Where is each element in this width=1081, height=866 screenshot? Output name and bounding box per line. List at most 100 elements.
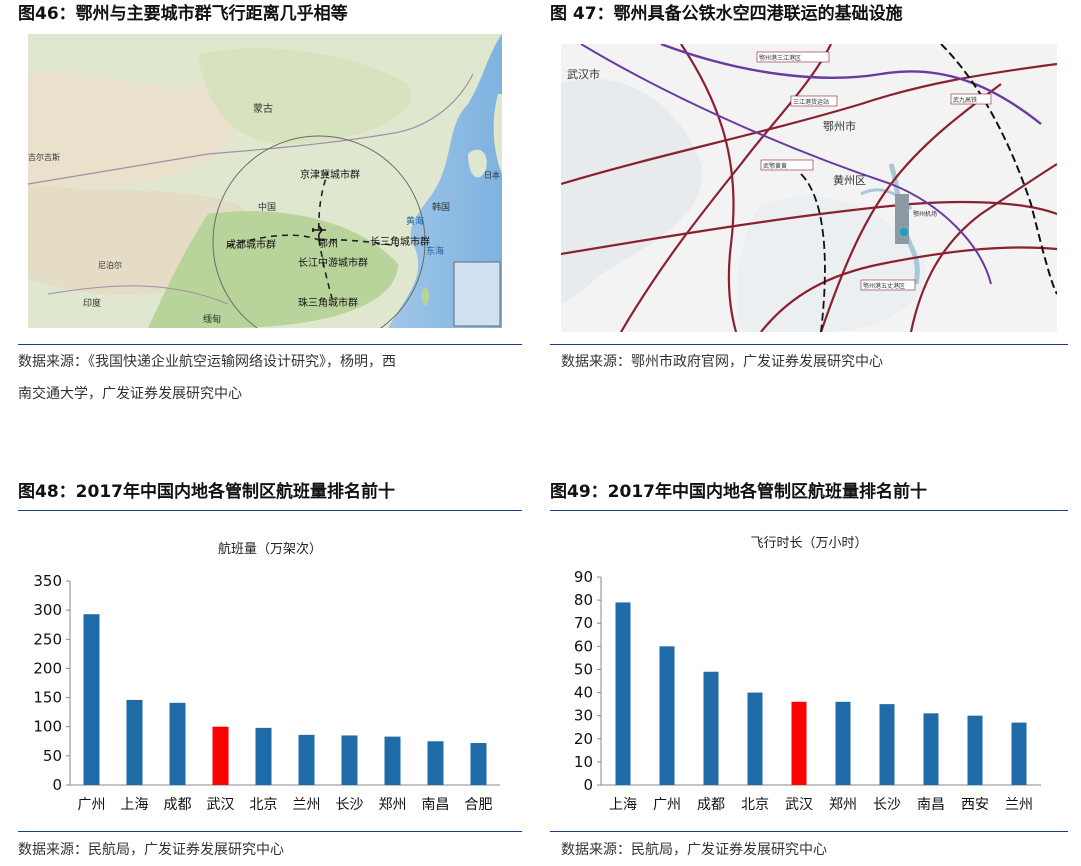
map-label-kazakhstan: 吉尔吉斯: [28, 152, 60, 162]
fig48-category-label: 北京: [250, 797, 278, 813]
fig49-bar: [835, 701, 851, 785]
fig49-category-label: 西安: [961, 797, 989, 813]
fig49-y-tick-label: 30: [574, 707, 593, 725]
fig49-y-tick-label: 70: [574, 614, 593, 632]
fig48-y-tick-label: 250: [33, 630, 62, 648]
fig48-bar: [126, 699, 143, 785]
fig48-bar: [83, 614, 100, 785]
figure-46-rule: [18, 344, 522, 345]
fig49-category-label: 广州: [653, 797, 681, 813]
figure-49-title: 图49：2017年中国内地各管制区航班量排名前十: [550, 482, 927, 502]
map-label-zhusanjiao: 珠三角城市群: [298, 296, 358, 309]
fig49-category-label: 北京: [741, 797, 769, 813]
map-label-sanjiang-station: 三江港货运站: [793, 98, 829, 106]
figure-49: 图49：2017年中国内地各管制区航班量排名前十 飞行时长（万小时） 0 10 20…: [550, 478, 1068, 864]
fig49-bar: [967, 715, 983, 785]
map-label-india: 印度: [83, 297, 101, 309]
fig49-y-tick-label: 50: [574, 660, 593, 678]
fig48-category-label: 兰州: [293, 797, 321, 813]
fig49-bar: [879, 704, 895, 785]
fig48-category-label: 长沙: [336, 797, 364, 813]
fig49-y-tick-label: 60: [574, 637, 593, 655]
figure-46-source-line2: 南交通大学，广发证券发展研究中心: [18, 386, 242, 402]
ezhou-infrastructure-map: 武汉市 鄂州市 黄州区 鄂州港三江港区 三江港货运站 武鄂黄黄 鄂州港五丈港区 …: [561, 44, 1057, 332]
fig48-category-label: 广州: [78, 797, 106, 813]
figure-46: 图46：鄂州与主要城市群飞行距离几乎相等: [18, 0, 522, 420]
fig48-category-label: 武汉: [207, 797, 235, 813]
figure-46-title: 图46：鄂州与主要城市群飞行距离几乎相等: [18, 4, 348, 24]
fig49-y-tick-label: 40: [574, 684, 593, 702]
fig48-y-tick-label: 150: [33, 689, 62, 707]
fig48-category-label: 郑州: [379, 797, 407, 813]
china-map-image: 蒙古 吉尔吉斯 中国 韩国 日本 黄海 东海 尼泊尔 印度 缅甸 京津冀城市群 …: [28, 34, 502, 328]
figure-48-chart-title: 航班量（万架次）: [217, 542, 322, 557]
map-label-wujiu: 武九高铁: [953, 96, 977, 104]
fig49-bar: [923, 713, 939, 785]
figure-47: 图 47：鄂州具备公铁水空四港联运的基础设施: [550, 0, 1068, 420]
figure-49-bar-chart: 0 10 20 30 40 50 60 70 80 90 上海 广州 成都 北京 武汉 郑州 长沙 南昌 西安 兰州: [574, 568, 1041, 813]
fig49-y-tick-label: 80: [574, 591, 593, 609]
map-label-chengdu: 成都城市群: [226, 238, 276, 251]
figure-48-rule-bottom: [18, 831, 522, 832]
fig48-bar: [341, 735, 358, 785]
map-label-korea: 韩国: [432, 201, 450, 213]
map-label-mongolia: 蒙古: [253, 102, 273, 115]
map-label-nepal: 尼泊尔: [98, 260, 122, 270]
map-label-changjiang: 长江中游城市群: [298, 256, 368, 269]
figure-47-map: 武汉市 鄂州市 黄州区 鄂州港三江港区 三江港货运站 武鄂黄黄 鄂州港五丈港区 …: [561, 44, 1057, 332]
fig48-category-label: 上海: [121, 797, 149, 813]
fig48-bar: [427, 741, 444, 785]
figure-48-rule-top: [18, 510, 522, 511]
map-label-myanmar: 缅甸: [203, 313, 221, 325]
figure-47-source: 数据来源：鄂州市政府官网，广发证券发展研究中心: [561, 354, 883, 370]
fig48-y-tick-label: 0: [52, 776, 62, 794]
fig48-bar: [298, 734, 315, 785]
map-label-yellow-sea: 黄海: [406, 215, 424, 227]
fig49-bar: [1011, 722, 1027, 785]
fig49-category-label: 兰州: [1005, 797, 1033, 813]
map-label-wuehh: 武鄂黄黄: [763, 162, 787, 170]
figure-49-chart-title: 飞行时长（万小时）: [750, 536, 868, 551]
figure-49-rule-bottom: [550, 831, 1068, 832]
fig49-y-tick-label: 90: [574, 568, 593, 586]
fig48-bar: [255, 727, 272, 785]
fig49-category-label: 成都: [697, 797, 725, 813]
map-label-changsanjiao: 长三角城市群: [370, 235, 430, 248]
map-label-huangzhou: 黄州区: [833, 173, 866, 187]
fig49-bar: [791, 701, 807, 785]
fig48-y-tick-label: 200: [33, 659, 62, 677]
figure-48-title: 图48：2017年中国内地各管制区航班量排名前十: [18, 482, 395, 502]
map-label-ezhou: 鄂州: [318, 238, 338, 250]
fig48-bar: [470, 743, 487, 785]
figure-48: 图48：2017年中国内地各管制区航班量排名前十 航班量（万架次） 0 50 100…: [18, 478, 522, 864]
figure-46-source-line1: 数据来源：《我国快递企业航空运输网络设计研究》，杨明，西: [18, 354, 396, 370]
fig48-category-label: 合肥: [465, 797, 493, 813]
map-label-east-sea: 东海: [426, 245, 444, 257]
map-label-china: 中国: [258, 201, 276, 213]
fig48-bar: [169, 702, 186, 785]
map-label-japan: 日本: [484, 170, 500, 180]
map-label-sanjiang: 鄂州港三江港区: [759, 54, 801, 62]
figure-47-rule: [550, 344, 1068, 345]
fig49-bar: [747, 692, 763, 785]
fig48-category-label: 成都: [164, 797, 192, 813]
fig48-bar: [384, 736, 401, 785]
figure-49-rule-top: [550, 510, 1068, 511]
fig49-bar: [659, 646, 675, 785]
fig49-category-label: 上海: [609, 797, 637, 813]
map-label-wuzhang: 鄂州港五丈港区: [863, 282, 905, 290]
fig49-y-tick-label: 20: [574, 730, 593, 748]
map-label-airport: 鄂州机场: [913, 210, 937, 218]
plane-icon: [312, 225, 326, 235]
figure-47-title: 图 47：鄂州具备公铁水空四港联运的基础设施: [550, 4, 903, 24]
fig48-y-tick-label: 100: [33, 718, 62, 736]
fig48-bar: [212, 726, 229, 785]
figure-49-source: 数据来源：民航局，广发证券发展研究中心: [561, 842, 827, 858]
fig49-category-label: 郑州: [829, 797, 857, 813]
figure-46-map: 蒙古 吉尔吉斯 中国 韩国 日本 黄海 东海 尼泊尔 印度 缅甸 京津冀城市群 …: [28, 34, 502, 328]
map-label-ezhou: 鄂州市: [823, 119, 856, 133]
fig49-y-tick-label: 0: [583, 776, 593, 794]
fig49-bar: [703, 671, 719, 785]
fig49-bar: [615, 602, 631, 785]
map-label-jingjin: 京津冀城市群: [300, 168, 360, 181]
